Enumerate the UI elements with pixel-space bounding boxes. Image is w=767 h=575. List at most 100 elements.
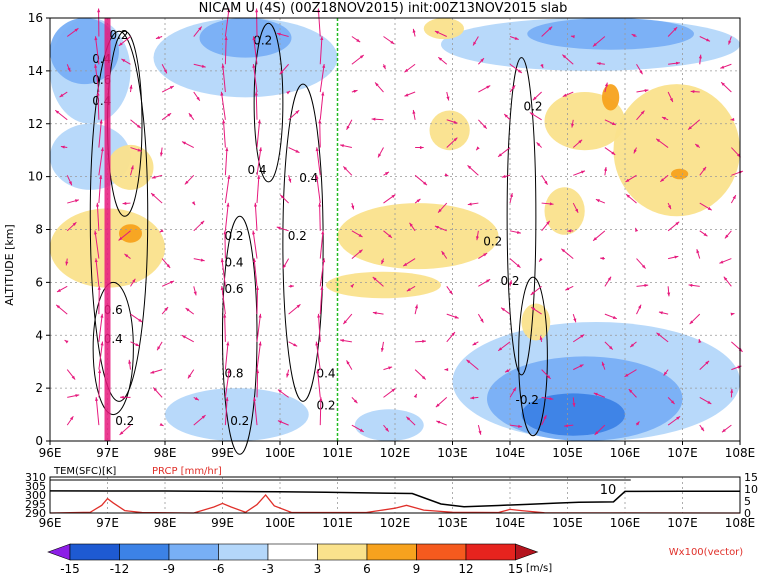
colorbar-label-9: 15 — [508, 562, 523, 575]
wind-vector-head-303 — [698, 339, 702, 343]
wind-vector-head-316 — [730, 389, 734, 393]
shading-region-15 — [429, 110, 470, 151]
wind-vector-head-58 — [163, 69, 167, 74]
wind-vector-head-232 — [546, 220, 550, 225]
wind-vector-head-15 — [94, 397, 99, 401]
shading-region-11 — [354, 409, 424, 442]
wind-vector-head-249 — [580, 170, 585, 174]
wind-vector-head-36 — [124, 253, 129, 258]
wind-vector-120 — [319, 397, 322, 426]
wind-vector-head-160 — [378, 153, 382, 158]
wind-vector-head-238 — [540, 64, 544, 69]
wind-vector-head-127 — [318, 202, 322, 207]
wind-vector-93 — [256, 313, 262, 342]
wind-vector-head-212 — [505, 369, 510, 373]
wind-vector-head-31 — [120, 395, 124, 399]
wind-vector-head-321 — [719, 260, 724, 264]
wind-vector-head-327 — [721, 82, 725, 86]
wind-vector-head-129 — [315, 147, 319, 152]
wind-vector-head-106 — [277, 389, 282, 394]
wind-vector-head-199 — [480, 318, 484, 323]
wind-vector-head-141 — [358, 249, 363, 254]
wind-vector-96 — [252, 230, 258, 259]
colorbar-label-7: 9 — [413, 562, 421, 575]
wind-vector-head-201 — [483, 253, 488, 257]
colorbar-segment-5 — [317, 543, 368, 561]
wind-vector-head-175 — [419, 145, 424, 150]
x-tick-label-0: 96E — [39, 446, 62, 460]
wind-vector-head-148 — [359, 54, 364, 59]
wind-vector-129 — [316, 147, 321, 176]
wind-vector-head-85 — [222, 119, 226, 124]
wind-vector-head-153 — [380, 347, 384, 352]
wind-vector-head-113 — [280, 194, 285, 199]
shading-region-23 — [602, 84, 620, 111]
wind-vector-head-310 — [695, 144, 700, 148]
sub-x-tick-label-1: 97E — [96, 516, 119, 530]
wind-vector-head-33 — [135, 343, 140, 347]
wind-vector-head-191 — [453, 120, 458, 124]
wind-vector-head-45 — [159, 422, 164, 426]
wind-vector-head-94 — [255, 286, 260, 290]
contour-label-12: 0.2 — [500, 274, 519, 288]
sub-left-tick-label-3: 305 — [25, 480, 46, 493]
wind-vector-head-120 — [319, 397, 323, 401]
wind-vector-head-115 — [295, 149, 300, 153]
wind-vector-head-250 — [578, 139, 583, 144]
wind-vector-head-312 — [690, 90, 695, 94]
wind-vector-head-260 — [607, 276, 612, 281]
contour-label-19: -0.2 — [516, 393, 539, 407]
wind-vector-head-295 — [656, 138, 661, 143]
wind-vector-head-145 — [340, 144, 344, 148]
contour-line-7 — [92, 281, 134, 416]
wind-vector-84 — [224, 147, 228, 176]
wind-vector-head-161 — [371, 117, 376, 121]
shading-region-14 — [337, 203, 499, 270]
wind-vector-25 — [98, 119, 102, 148]
wind-vector-head-190 — [453, 137, 458, 142]
wind-vector-head-222 — [511, 85, 516, 90]
wind-vector-head-16 — [98, 369, 102, 374]
wind-vector-head-43 — [121, 58, 126, 63]
wind-vector-head-296 — [661, 117, 666, 120]
wind-vector-head-257 — [601, 361, 605, 366]
wind-vector-head-205 — [476, 146, 480, 151]
wind-vector-head-140 — [350, 284, 354, 288]
wind-vector-head-283 — [639, 70, 643, 75]
y-tick-label-8: 16 — [28, 11, 43, 25]
wind-vector-head-65 — [193, 291, 197, 296]
wind-vector-95 — [253, 258, 258, 287]
wind-vector-head-158 — [391, 194, 396, 198]
sub-left-tick-label-2: 300 — [25, 489, 46, 502]
tem-sfc-line — [49, 490, 740, 508]
wind-vector-head-272 — [624, 373, 629, 377]
wind-vector-head-284 — [631, 34, 636, 38]
colorbar: -15 -12 -9 -6 -3 3 6 9 12 15 — [47, 543, 539, 575]
colorbar-segment-4 — [267, 543, 318, 561]
wind-vector-head-237 — [532, 96, 537, 101]
wind-vector-head-194 — [434, 31, 439, 35]
wind-vector-head-224 — [514, 36, 519, 40]
y-axis-label: ALTITUDE [km] — [3, 224, 16, 305]
main-axes: 96E 97E 98E 99E 100E 101E 102E 103E 104E 105E 106E… — [28, 11, 756, 460]
sub-x-tick-label-5: 101E — [322, 516, 353, 530]
wind-vector-head-228 — [539, 336, 543, 341]
colorbar-arrow-low — [47, 543, 71, 561]
x-tick-label-4: 100E — [265, 446, 296, 460]
contour-label-16: 0.8 — [224, 367, 243, 381]
x-tick-label-12: 108E — [725, 446, 756, 460]
wind-vector-23 — [98, 175, 102, 204]
wind-vector-89 — [224, 8, 230, 37]
wind-vector-head-67 — [200, 220, 205, 225]
wind-vector-94 — [256, 286, 259, 315]
sub-left-tick-label-4: 310 — [25, 471, 46, 484]
wind-vector-head-230 — [530, 291, 535, 295]
wind-vector-head-216 — [516, 264, 521, 268]
wind-vector-head-75 — [225, 397, 229, 401]
wind-vector-head-318 — [738, 348, 743, 352]
wind-vector-131 — [319, 91, 324, 120]
wind-vector-head-243 — [580, 334, 585, 338]
wind-vector-head-35 — [132, 278, 136, 283]
wind-vector-head-28 — [94, 36, 98, 41]
wind-vector-head-134 — [317, 8, 321, 13]
